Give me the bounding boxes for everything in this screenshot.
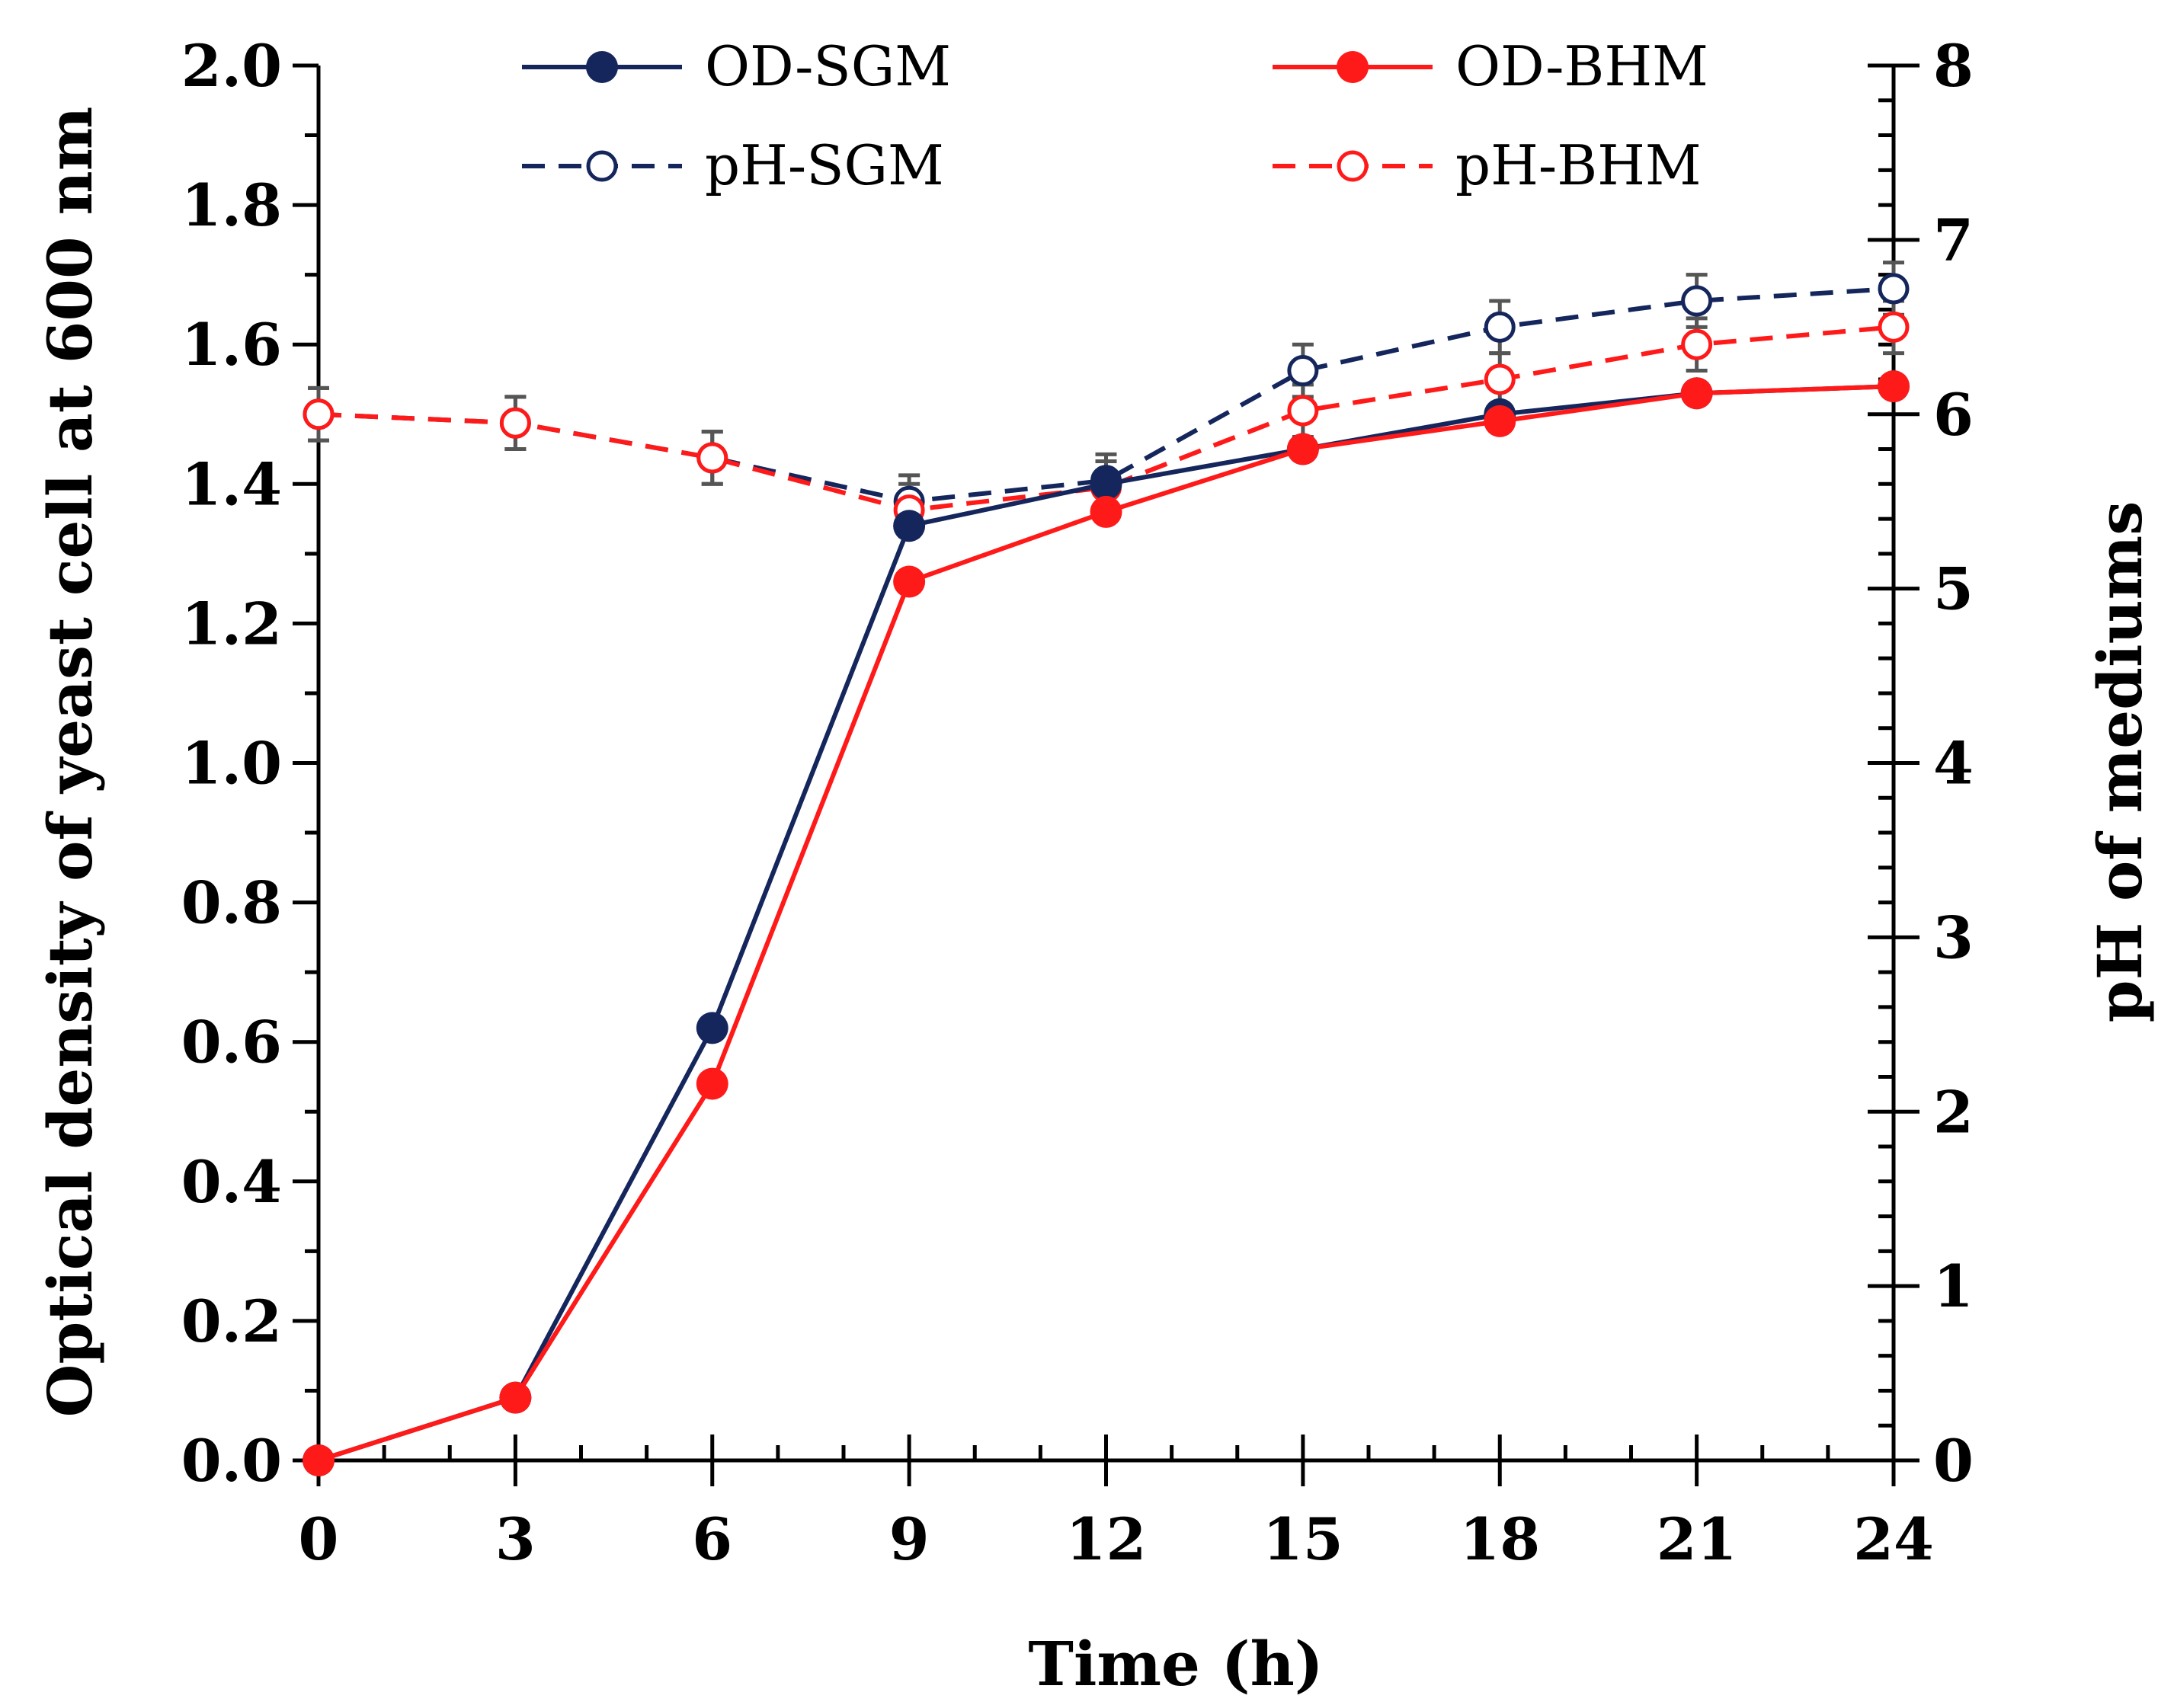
od-bhm-point — [1878, 370, 1910, 403]
od-bhm-point — [303, 1444, 335, 1476]
y-tick-label: 0.6 — [181, 1009, 282, 1076]
axes: 0.00.20.40.60.81.01.21.41.61.82.00123456… — [181, 32, 1974, 1573]
y-tick-label: 1.4 — [181, 450, 282, 518]
y2-tick-label: 0 — [1933, 1427, 1974, 1495]
y-tick-label: 1.6 — [181, 311, 282, 379]
y-tick-label: 0.4 — [181, 1148, 282, 1216]
x-tick-label: 15 — [1263, 1505, 1343, 1573]
od-sgm-point — [1090, 468, 1122, 501]
x-tick-label: 3 — [495, 1505, 536, 1573]
legend-ph-sgm-marker — [586, 150, 618, 182]
ph-bhm-point — [696, 442, 728, 474]
x-tick-label: 21 — [1657, 1505, 1737, 1573]
legend-od-bhm-label: OD-BHM — [1455, 34, 1708, 98]
ph-sgm-point — [1484, 311, 1516, 343]
y2-tick-label: 6 — [1933, 381, 1974, 449]
y-tick-label: 1.0 — [181, 730, 282, 798]
ph-sgm-point — [1681, 285, 1713, 317]
od-sgm-point — [893, 510, 926, 542]
x-axis-title: Time (h) — [1028, 1628, 1323, 1700]
y-axis-title: Optical density of yeast cell at 600 nm — [34, 107, 106, 1418]
y-tick-label: 0.0 — [181, 1427, 282, 1495]
y-tick-label: 0.8 — [181, 869, 282, 937]
series-markers — [303, 273, 1910, 1476]
legend-od-sgm-marker — [586, 51, 618, 83]
legend-ph-bhm-label: pH-BHM — [1455, 133, 1702, 197]
y-tick-label: 1.2 — [181, 590, 282, 657]
legend-od-bhm-marker — [1337, 51, 1369, 83]
od-bhm-point — [1484, 405, 1516, 437]
od-bhm-point — [1090, 495, 1122, 528]
y2-tick-label: 4 — [1933, 730, 1974, 798]
od-bhm-point — [1680, 377, 1713, 410]
od-bhm-point — [1286, 433, 1319, 465]
od-bhm-point — [893, 565, 926, 598]
od-bhm-point — [499, 1381, 532, 1414]
od-sgm-point — [696, 1012, 728, 1044]
ph-sgm-point — [1287, 355, 1319, 387]
od-sgm-line — [318, 384, 1894, 1463]
od-bhm-point — [696, 1067, 728, 1100]
y2-tick-label: 5 — [1933, 555, 1974, 623]
ph-sgm-point — [1878, 273, 1910, 305]
legend-ph-bhm-marker — [1337, 150, 1369, 182]
y2-axis-title: pH of mediums — [2084, 501, 2156, 1023]
x-tick-label: 24 — [1853, 1505, 1934, 1573]
y2-tick-label: 8 — [1933, 32, 1974, 100]
y-tick-label: 2.0 — [181, 32, 282, 100]
x-tick-label: 6 — [692, 1505, 732, 1573]
x-tick-label: 9 — [889, 1505, 930, 1573]
legend-od-sgm-label: OD-SGM — [705, 34, 951, 98]
ph-bhm-point — [499, 407, 531, 439]
y2-tick-label: 2 — [1933, 1078, 1974, 1146]
ph-bhm-point — [1287, 395, 1319, 427]
ph-bhm-point — [1484, 363, 1516, 395]
x-tick-label: 18 — [1459, 1505, 1540, 1573]
ph-bhm-point — [1681, 328, 1713, 360]
y-tick-label: 1.8 — [181, 171, 282, 239]
legend-ph-sgm-label: pH-SGM — [705, 133, 944, 197]
x-tick-label: 0 — [299, 1505, 339, 1573]
od-bhm-line — [318, 384, 1894, 1463]
x-tick-label: 12 — [1066, 1505, 1147, 1573]
legend: OD-SGM OD-BHM pH-SGM pH-BHM — [522, 34, 1708, 197]
y2-tick-label: 1 — [1933, 1252, 1974, 1320]
y2-tick-label: 3 — [1933, 904, 1974, 971]
y2-tick-label: 7 — [1933, 206, 1974, 274]
ph-bhm-point — [1878, 311, 1910, 343]
ph-bhm-line — [318, 325, 1894, 513]
ph-bhm-point — [303, 398, 335, 430]
y-tick-label: 0.2 — [181, 1287, 282, 1355]
